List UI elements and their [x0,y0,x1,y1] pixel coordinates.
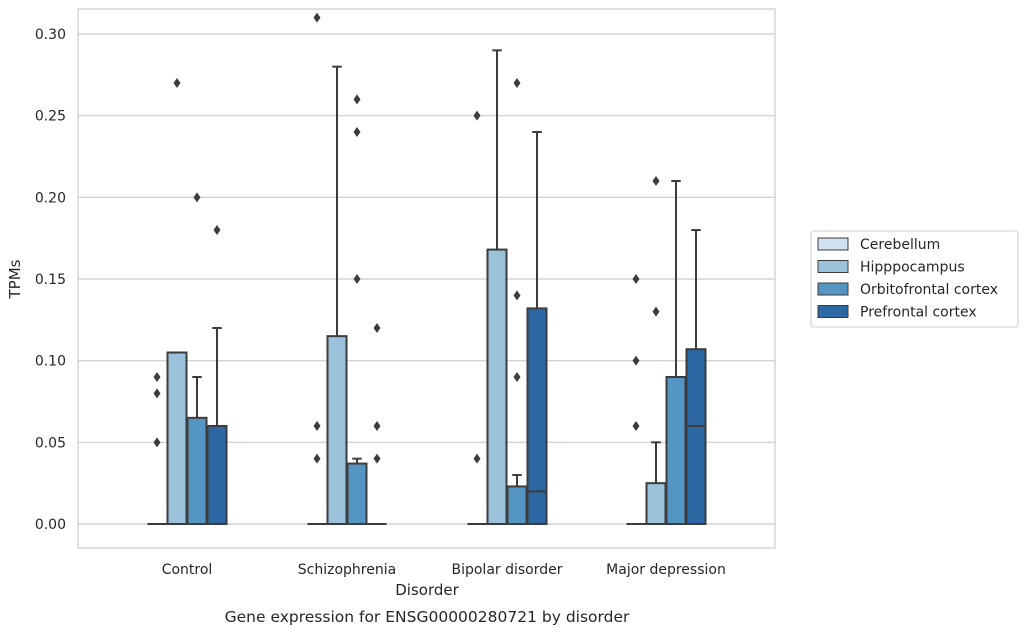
y-tick-label: 0.10 [35,354,66,370]
legend-label: Orbitofrontal cortex [860,282,998,298]
box-orbitofrontal-cortex [346,457,368,526]
box-orbitofrontal-cortex [506,474,528,525]
legend-frame [810,230,1019,328]
y-tick-label: 0.15 [35,272,66,288]
box-prefrontal-cortex [526,131,548,525]
box-series [147,12,707,526]
x-tick-label: Schizophrenia [298,562,396,578]
iqr-box [206,425,228,525]
x-axis-label: Disorder [395,581,459,599]
x-tick-label: Major depression [606,562,726,578]
legend-swatch [817,237,849,251]
outlier-point [173,78,181,88]
iqr-box [665,376,687,525]
outlier-point [353,274,361,284]
outlier-point [652,306,660,317]
iqr-box [645,482,667,525]
iqr-box [186,416,208,526]
box-hipppocampus [326,65,348,525]
outlier-point [353,127,361,137]
y-tick-label: 0.30 [35,27,66,43]
outlier-point [473,110,481,121]
x-tick-label: Control [162,562,213,578]
iqr-box [326,335,348,525]
outlier-point [153,437,161,448]
outlier-point [513,78,521,88]
plot-frame [77,8,776,549]
outlier-point [632,421,640,431]
y-tick-label: 0.00 [35,517,66,533]
outlier-point [193,192,201,203]
iqr-box [346,462,368,526]
box-prefrontal-cortex [685,229,707,525]
y-tick-label: 0.05 [35,435,66,451]
legend-swatch [817,282,849,296]
outlier-point [513,372,521,382]
outlier-point [153,372,161,382]
chart-caption: Gene expression for ENSG00000280721 by d… [225,608,630,626]
iqr-box [166,351,188,525]
outlier-point [632,274,640,284]
legend: Cerebellum Hipppocampus Orbitofrontal cort… [810,230,1019,328]
outlier-point [373,421,381,431]
legend-swatch [817,260,849,273]
outlier-point [153,388,161,399]
iqr-box [486,248,508,525]
outlier-point [652,176,660,186]
y-tick-labels: 0.00 0.05 0.10 0.15 0.20 0.25 0.30 [35,27,66,533]
outlier-point [473,453,481,464]
legend-label: Hipppocampus [860,260,965,276]
y-tick-label: 0.20 [35,190,66,206]
outlier-point [373,453,381,464]
iqr-box [685,348,707,525]
box-hipppocampus [166,351,188,525]
box-orbitofrontal-cortex [186,376,208,526]
outlier-point [353,94,361,105]
outlier-point [313,12,321,23]
box-prefrontal-cortex [206,327,228,525]
box-hipppocampus [486,49,508,525]
outlier-point [313,421,321,431]
legend-label: Prefrontal cortex [860,305,977,321]
outlier-point [513,290,521,301]
y-tick-label: 0.25 [35,109,66,125]
outlier-point [632,355,640,366]
legend-label: Cerebellum [860,237,940,253]
iqr-box [526,307,548,525]
outlier-point [213,225,221,235]
outlier-point [313,453,321,464]
y-axis-label: TPMs [6,259,24,299]
box-hipppocampus [645,441,667,525]
x-tick-label: Bipolar disorder [451,562,562,578]
box-orbitofrontal-cortex [665,180,687,525]
iqr-box [506,485,528,525]
outlier-point [373,323,381,333]
legend-swatch [817,305,849,318]
x-tick-labels: Control Schizophrenia Bipolar disorder Majo… [162,562,726,578]
